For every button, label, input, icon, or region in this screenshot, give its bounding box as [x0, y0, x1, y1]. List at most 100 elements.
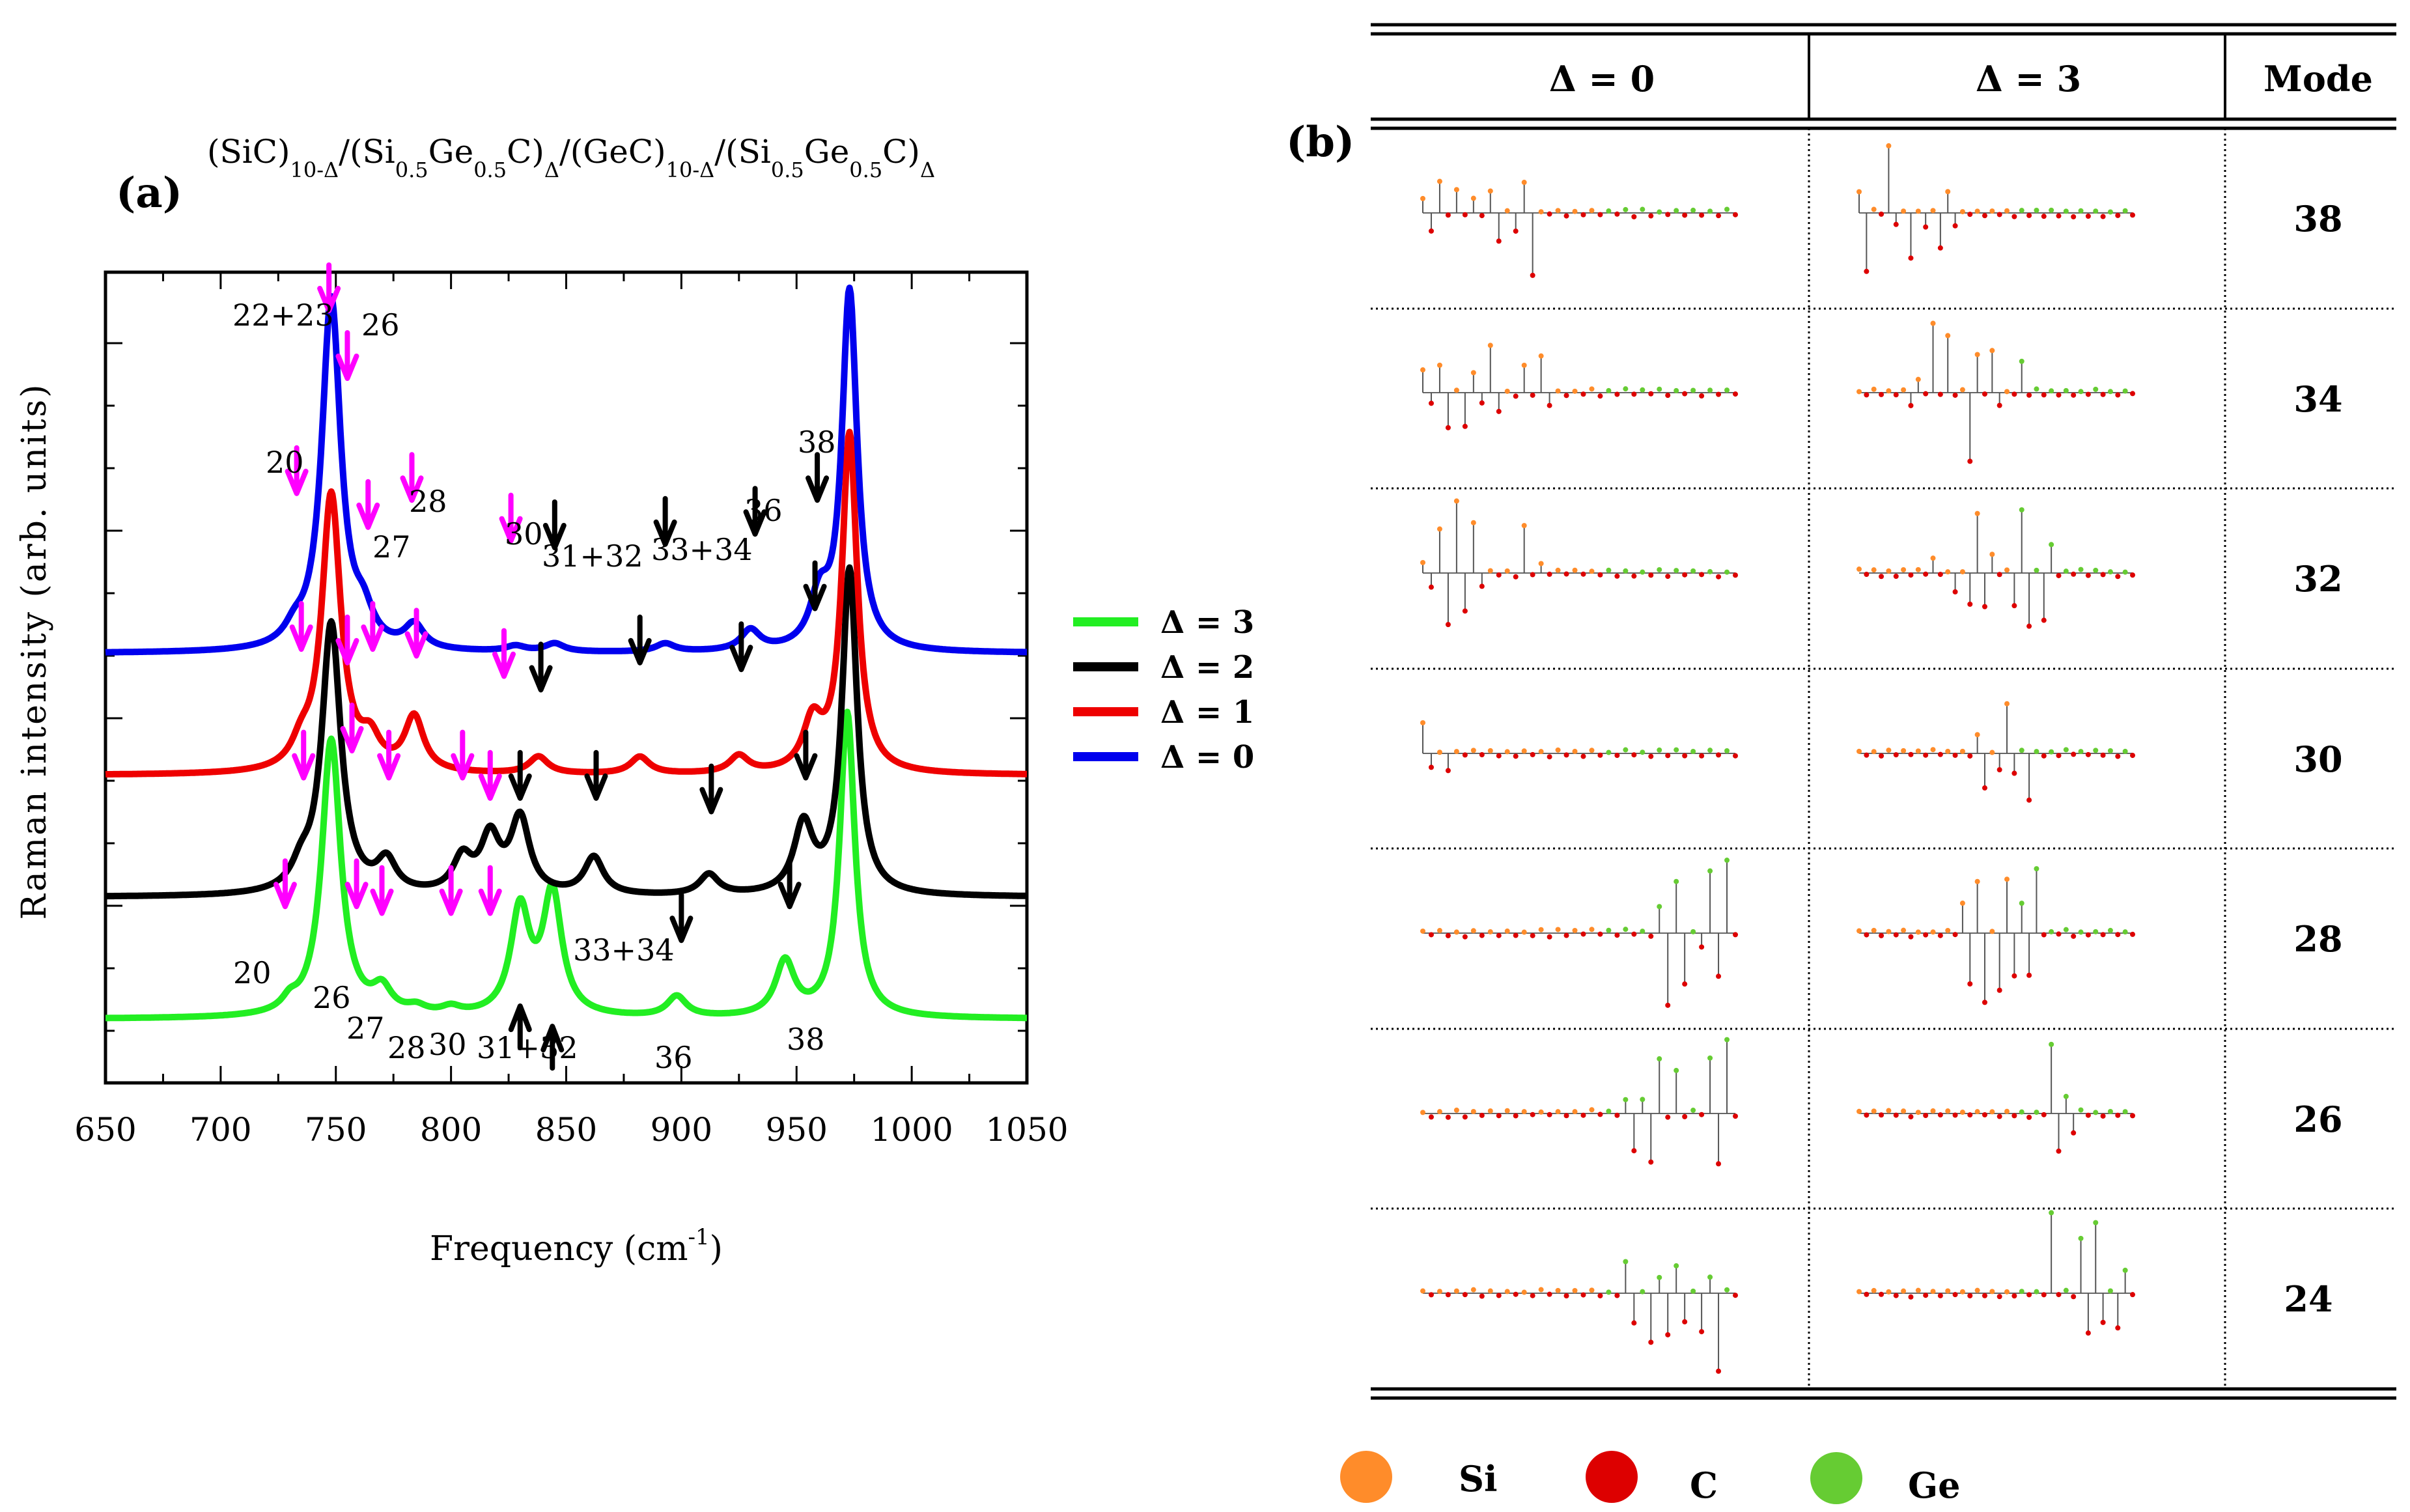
peak-arrow	[439, 865, 463, 916]
panel-b-label: (b)	[1286, 118, 1354, 167]
peak-arrow	[317, 262, 341, 313]
peak-arrow	[273, 858, 297, 910]
panel-a-title: (SiC)10-Δ/(Si0.5Ge0.5C)Δ/(GeC)10-Δ/(Si0.…	[207, 133, 935, 182]
y-axis-label: Raman intensity (arb. units)	[15, 382, 54, 919]
legend-item-delta-1: Δ = 1	[1073, 694, 1254, 731]
peak-arrow	[377, 729, 401, 781]
displacement-pattern	[1420, 498, 1738, 628]
peak-label: 36	[744, 493, 783, 528]
x-tick-labels: 650 700 750 800 850 900 950 1000 1050	[74, 1111, 1068, 1149]
c-dot-icon	[1586, 1451, 1638, 1503]
peak-arrow	[340, 703, 364, 753]
displacement-pattern	[1857, 143, 2135, 274]
peak-label: 26	[361, 307, 400, 343]
peak-label: 20	[233, 955, 272, 990]
peak-label: 28	[409, 484, 447, 519]
displacement-pattern	[1857, 507, 2135, 629]
peak-arrow	[404, 608, 428, 659]
peak-arrow	[478, 865, 502, 916]
peak-label: 28	[387, 1030, 426, 1065]
x-tick-label: 1050	[985, 1111, 1068, 1149]
atom-label-c: C	[1690, 1464, 1718, 1506]
mode-number: 28	[2293, 918, 2342, 960]
peak-arrow	[492, 628, 516, 679]
mode-number: 34	[2293, 378, 2342, 420]
svg-text:Δ = 0: Δ = 0	[1160, 739, 1254, 776]
series-line	[103, 708, 1030, 1022]
displacement-pattern	[1857, 1041, 2135, 1154]
svg-text:Δ = 1: Δ = 1	[1160, 694, 1254, 731]
displacement-pattern	[1857, 701, 2135, 803]
displacement-pattern	[1857, 866, 2135, 1005]
atom-label-si: Si	[1459, 1458, 1498, 1500]
peak-arrow	[400, 452, 424, 503]
peak-label: 30	[505, 516, 543, 552]
peak-label: 26	[313, 980, 351, 1015]
peak-arrow	[508, 749, 532, 801]
peak-arrows	[273, 262, 830, 1071]
axis-ticks	[104, 272, 1028, 1083]
peak-arrow	[743, 486, 767, 537]
peak-label: 30	[428, 1027, 467, 1062]
legend-item-delta-0: Δ = 0	[1073, 739, 1254, 776]
svg-text:Δ = 3: Δ = 3	[1160, 604, 1254, 641]
mode-number: 30	[2293, 738, 2342, 780]
mode-table: Δ = 0 Δ = 3 Mode 38 34 32 30 28 26 24	[1371, 23, 2396, 1400]
header-delta-0: Δ = 0	[1549, 58, 1655, 100]
peak-label: 31+32	[542, 539, 643, 574]
peak-label: 27	[346, 1011, 385, 1046]
displacement-pattern	[1420, 1037, 1738, 1167]
peak-arrow	[451, 729, 475, 781]
peak-arrow	[335, 614, 359, 665]
peak-arrow	[508, 1003, 532, 1050]
peak-arrow	[478, 749, 502, 801]
legend: Δ = 3 Δ = 2 Δ = 1 Δ = 0	[1073, 604, 1254, 776]
x-tick-label: 900	[651, 1111, 712, 1149]
series-line	[103, 285, 1030, 656]
x-tick-label: 950	[766, 1111, 828, 1149]
peak-arrow	[285, 445, 309, 496]
header-mode: Mode	[2263, 58, 2373, 100]
peak-arrow	[499, 492, 523, 544]
peak-arrow	[370, 865, 394, 916]
svg-text:Δ = 2: Δ = 2	[1160, 649, 1254, 686]
peak-label: 38	[798, 425, 836, 460]
peak-arrow	[628, 614, 652, 665]
peak-arrow	[778, 858, 802, 910]
series-line	[103, 564, 1030, 900]
peak-arrow	[529, 641, 553, 693]
mode-number: 26	[2293, 1099, 2342, 1140]
displacement-pattern	[1420, 858, 1738, 1008]
peak-label: 33+34	[651, 532, 753, 567]
x-tick-label: 700	[189, 1111, 251, 1149]
atom-legend: Si C Ge	[1340, 1451, 1960, 1506]
peak-arrow	[803, 560, 827, 611]
ge-dot-icon	[1810, 1452, 1862, 1504]
peak-label: 22+23	[232, 298, 334, 333]
displacement-pattern	[1420, 720, 1738, 774]
series-lines	[103, 285, 1030, 1022]
peak-arrow	[794, 729, 818, 781]
peak-label: 20	[266, 445, 304, 480]
displacement-pattern	[1420, 178, 1738, 278]
peak-arrow	[584, 749, 608, 801]
displacement-patterns	[1420, 143, 2135, 1374]
x-tick-label: 850	[535, 1111, 597, 1149]
peak-arrow	[542, 499, 567, 550]
legend-item-delta-2: Δ = 2	[1073, 649, 1254, 686]
peak-arrow	[335, 330, 359, 381]
mode-number: 24	[2284, 1278, 2333, 1320]
x-tick-label: 1000	[871, 1111, 953, 1149]
legend-item-delta-3: Δ = 3	[1073, 604, 1254, 641]
displacement-pattern	[1857, 320, 2135, 464]
peak-label: 38	[787, 1022, 825, 1057]
peak-arrow	[729, 621, 753, 673]
x-tick-label: 800	[420, 1111, 482, 1149]
panel-a-label: (a)	[116, 169, 182, 217]
peak-labels: 22+23 26 20 28 27 30 31+32 33+34 36 38 2…	[232, 298, 836, 1075]
peak-arrow	[292, 729, 316, 781]
header-delta-3: Δ = 3	[1976, 58, 2081, 100]
peak-arrow	[356, 479, 380, 530]
peak-arrow	[344, 858, 369, 910]
